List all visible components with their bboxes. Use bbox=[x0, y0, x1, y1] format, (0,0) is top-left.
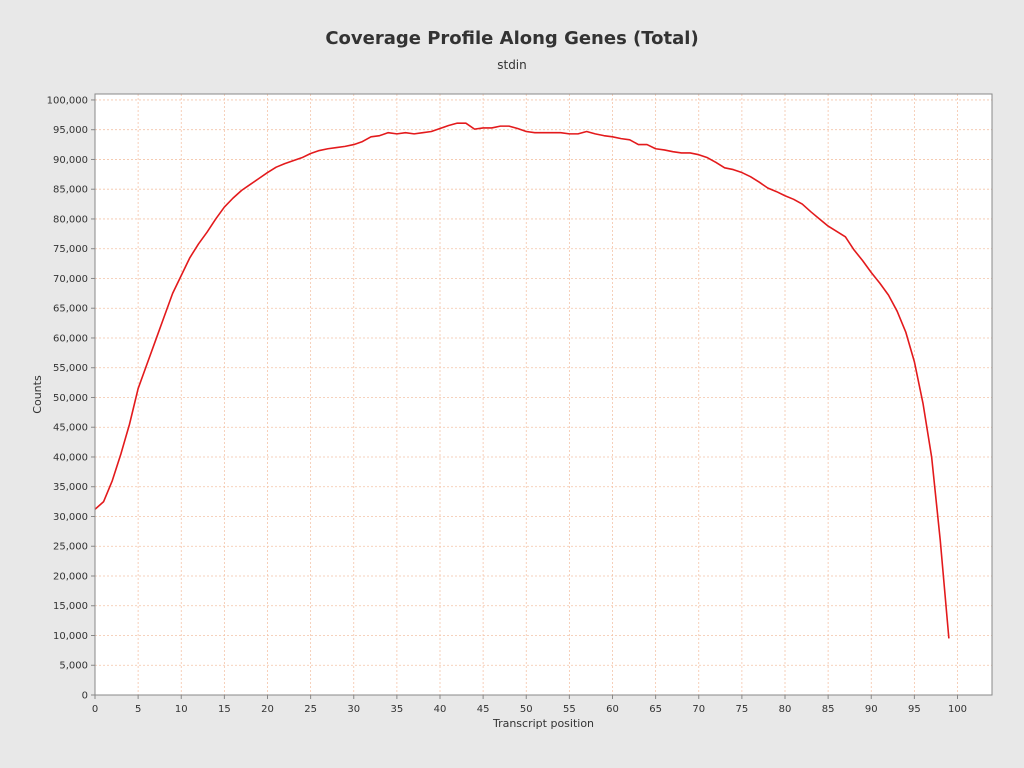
x-tick-label: 25 bbox=[304, 704, 317, 715]
plot-area bbox=[95, 94, 992, 695]
y-tick-label: 0 bbox=[82, 691, 88, 702]
y-tick-label: 60,000 bbox=[53, 333, 88, 344]
y-tick-label: 15,000 bbox=[53, 601, 88, 612]
coverage-line bbox=[94, 122, 950, 639]
x-tick-label: 10 bbox=[175, 704, 188, 715]
x-tick-label: 15 bbox=[218, 704, 231, 715]
y-tick-label: 55,000 bbox=[53, 363, 88, 374]
y-tick-label: 40,000 bbox=[53, 452, 88, 463]
y-tick-label: 85,000 bbox=[53, 185, 88, 196]
x-tick-label: 0 bbox=[92, 704, 98, 715]
y-tick-label: 100,000 bbox=[47, 95, 88, 106]
y-tick-label: 65,000 bbox=[53, 304, 88, 315]
y-tick-label: 10,000 bbox=[53, 631, 88, 642]
x-tick-label: 90 bbox=[865, 704, 878, 715]
y-tick-label: 35,000 bbox=[53, 482, 88, 493]
x-axis-ticks: 0 5 10 15 20 25 30 35 40 45 50 55 60 65 70 75 80 85 90 95 10… bbox=[92, 695, 967, 715]
y-tick-label: 90,000 bbox=[53, 155, 88, 166]
y-tick-label: 80,000 bbox=[53, 214, 88, 225]
y-tick-label: 75,000 bbox=[53, 244, 88, 255]
x-tick-label: 60 bbox=[606, 704, 619, 715]
x-tick-label: 50 bbox=[520, 704, 533, 715]
x-tick-label: 75 bbox=[736, 704, 749, 715]
x-tick-label: 35 bbox=[391, 704, 404, 715]
x-axis-title: Transcript position bbox=[492, 717, 594, 730]
x-tick-label: 30 bbox=[347, 704, 360, 715]
x-tick-label: 65 bbox=[649, 704, 662, 715]
y-tick-label: 20,000 bbox=[53, 571, 88, 582]
y-tick-label: 25,000 bbox=[53, 542, 88, 553]
x-tick-label: 95 bbox=[908, 704, 921, 715]
x-tick-label: 85 bbox=[822, 704, 835, 715]
y-axis-title: Counts bbox=[31, 375, 44, 414]
y-tick-label: 5,000 bbox=[59, 661, 88, 672]
x-tick-label: 5 bbox=[135, 704, 141, 715]
x-tick-label: 20 bbox=[261, 704, 274, 715]
chart-title: Coverage Profile Along Genes (Total) bbox=[325, 28, 699, 49]
y-tick-label: 50,000 bbox=[53, 393, 88, 404]
y-axis-ticks: 0 5,000 10,000 15,000 20,000 25,000 30,000 35,0… bbox=[47, 95, 95, 702]
y-tick-label: 95,000 bbox=[53, 125, 88, 136]
x-tick-label: 55 bbox=[563, 704, 576, 715]
x-tick-label: 40 bbox=[434, 704, 447, 715]
x-tick-label: 100 bbox=[948, 704, 967, 715]
y-tick-label: 70,000 bbox=[53, 274, 88, 285]
x-tick-label: 70 bbox=[692, 704, 705, 715]
y-tick-label: 45,000 bbox=[53, 423, 88, 434]
x-tick-label: 80 bbox=[779, 704, 792, 715]
y-tick-label: 30,000 bbox=[53, 512, 88, 523]
chart-subtitle: stdin bbox=[497, 58, 527, 72]
x-tick-label: 45 bbox=[477, 704, 490, 715]
